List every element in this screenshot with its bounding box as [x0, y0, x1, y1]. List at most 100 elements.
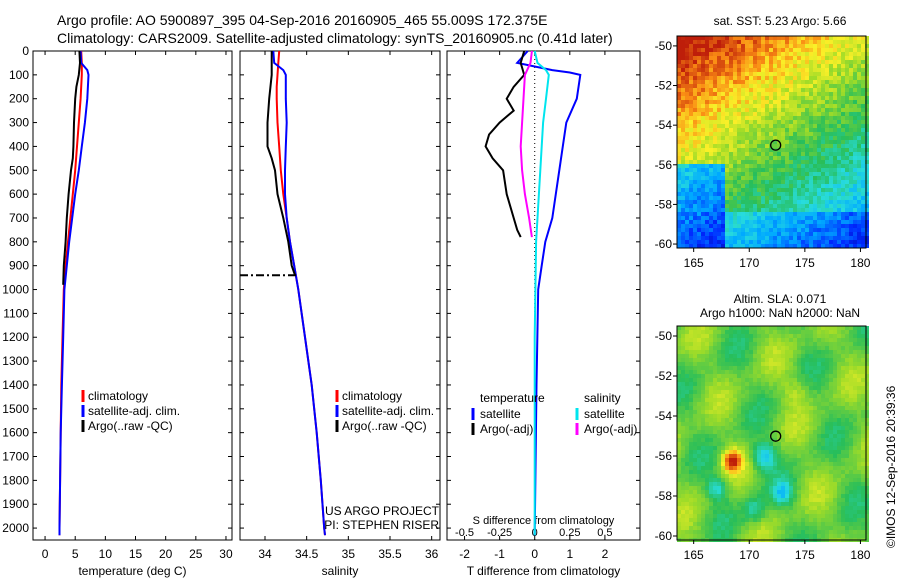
map-frame — [676, 35, 867, 249]
y-tick-label: 400 — [9, 139, 29, 153]
project-annotation: US ARGO PROJECT — [325, 504, 440, 518]
y-tick-label: 200 — [9, 92, 29, 106]
x-tick-label: 2 — [602, 547, 609, 561]
map-y-tick-label: -54 — [655, 118, 673, 132]
map-y-tick-label: -52 — [655, 79, 673, 93]
series-line-satellite-adj-clim- — [58, 50, 90, 536]
x-tick-label: -1 — [494, 547, 505, 561]
series-line-t-argo-adj- — [484, 50, 526, 238]
s-tick-label: 0.25 — [559, 527, 580, 539]
x-tick-label: 35.5 — [378, 547, 402, 561]
y-tick-label: 1300 — [2, 354, 29, 368]
x-tick-label: 0 — [42, 547, 49, 561]
legend-label: satellite-adj. clim. — [342, 404, 434, 418]
legend-header: salinity — [584, 391, 621, 405]
map-y-tick-label: -60 — [655, 237, 673, 251]
x-axis-label: T difference from climatology — [467, 564, 621, 578]
x-tick-label: 15 — [129, 547, 143, 561]
profile-location-marker — [770, 430, 782, 442]
sla-field-image — [677, 326, 869, 542]
s-tick-label: -0.25 — [487, 527, 512, 539]
map-y-tick-label: -52 — [655, 369, 673, 383]
chart-panel-temperature: 0100200300400500600700800900100011001200… — [2, 44, 233, 578]
legend-label: climatology — [88, 389, 148, 403]
map-y-tick-label: -56 — [655, 158, 673, 172]
y-tick-label: 1400 — [2, 378, 29, 392]
map-y-tick-label: -58 — [655, 489, 673, 503]
series-line-argo-raw-qc- — [62, 50, 82, 285]
x-tick-label: -2 — [459, 547, 470, 561]
x-tick-label: 34.5 — [295, 547, 319, 561]
project-annotation: PI: STEPHEN RISER — [324, 518, 439, 532]
y-tick-label: 100 — [9, 68, 29, 82]
map-x-tick-label: 170 — [739, 256, 759, 270]
x-tick-label: 35 — [342, 547, 356, 561]
legend-label: Argo(..raw -QC) — [88, 419, 173, 433]
x-tick-label: 1 — [566, 547, 573, 561]
map-x-tick-label: 175 — [795, 256, 815, 270]
y-tick-label: 300 — [9, 116, 29, 130]
y-tick-label: 1900 — [2, 497, 29, 511]
map-panel-sla: 165 170 175 180 -50 -52 -54 -56 -58 -60 — [655, 325, 871, 562]
x-tick-label: 0 — [531, 547, 538, 561]
legend-label: satellite — [480, 407, 521, 421]
map-y-tick-label: -54 — [655, 409, 673, 423]
map-x-tick-label: 170 — [739, 548, 759, 562]
x-tick-label: 34 — [258, 547, 272, 561]
sla-map-subtitle: Argo h1000: NaN h2000: NaN — [699, 306, 861, 320]
map-frame — [676, 325, 867, 541]
map-x-tick-label: 175 — [795, 548, 815, 562]
s-tick-label: 0.5 — [597, 527, 612, 539]
s-tick-label: -0.5 — [455, 527, 474, 539]
map-x-tick-label: 165 — [684, 548, 704, 562]
legend-header: temperature — [480, 391, 545, 405]
x-axis-label: temperature (deg C) — [78, 564, 186, 578]
x-tick-label: 25 — [189, 547, 203, 561]
y-tick-label: 900 — [9, 259, 29, 273]
legend-label: satellite — [584, 407, 625, 421]
y-tick-label: 1800 — [2, 473, 29, 487]
y-tick-label: 700 — [9, 211, 29, 225]
map-x-tick-label: 180 — [850, 256, 870, 270]
profile-location-marker — [770, 139, 782, 151]
legend-label: climatology — [342, 389, 402, 403]
s-axis-label: S difference from climatology — [473, 515, 615, 527]
legend-label: Argo(..raw -QC) — [342, 419, 427, 433]
sst-field-image — [677, 36, 869, 248]
y-tick-label: 1700 — [2, 450, 29, 464]
y-tick-label: 800 — [9, 235, 29, 249]
series-line-argo-raw-qc- — [266, 51, 296, 276]
sla-map-title: Altim. SLA: 0.071 — [733, 292, 827, 306]
plot-frame — [32, 50, 233, 541]
map-panel-sst: 165 170 175 180 -50 -52 -54 -56 -58 -60 — [655, 35, 871, 270]
y-tick-label: 1200 — [2, 330, 29, 344]
x-axis-label: salinity — [322, 564, 359, 578]
figure-title-line1: Argo profile: AO 5900897_395 04-Sep-2016… — [57, 12, 548, 28]
map-y-tick-label: -56 — [655, 449, 673, 463]
y-tick-label: 500 — [9, 163, 29, 177]
figure-title-line2: Climatology: CARS2009. Satellite-adjuste… — [57, 30, 613, 46]
y-tick-label: 0 — [22, 44, 29, 58]
x-tick-label: 10 — [99, 547, 113, 561]
x-tick-label: 5 — [72, 547, 79, 561]
chart-panel-difference: -2 -1 0 1 2 T difference from climatology -0.5… — [446, 50, 641, 578]
map-y-tick-label: -60 — [655, 529, 673, 543]
y-tick-label: 1100 — [3, 306, 29, 320]
map-x-tick-label: 180 — [850, 548, 870, 562]
legend-label: Argo(-adj) — [480, 422, 533, 436]
series-line-s-satellite — [533, 50, 550, 536]
y-tick-label: 1000 — [2, 283, 29, 297]
y-tick-label: 1600 — [2, 426, 29, 440]
series-line-t-satellite — [515, 50, 582, 536]
map-x-tick-label: 165 — [684, 256, 704, 270]
legend-label: satellite-adj. clim. — [88, 404, 180, 418]
map-y-tick-label: -50 — [655, 39, 673, 53]
legend-label: Argo(-adj) — [584, 422, 637, 436]
plot-frame — [239, 50, 441, 541]
map-y-tick-label: -58 — [655, 197, 673, 211]
y-tick-label: 600 — [9, 187, 29, 201]
x-tick-label: 20 — [159, 547, 173, 561]
series-line-satellite-adj-clim- — [272, 50, 326, 536]
x-tick-label: 30 — [219, 547, 233, 561]
